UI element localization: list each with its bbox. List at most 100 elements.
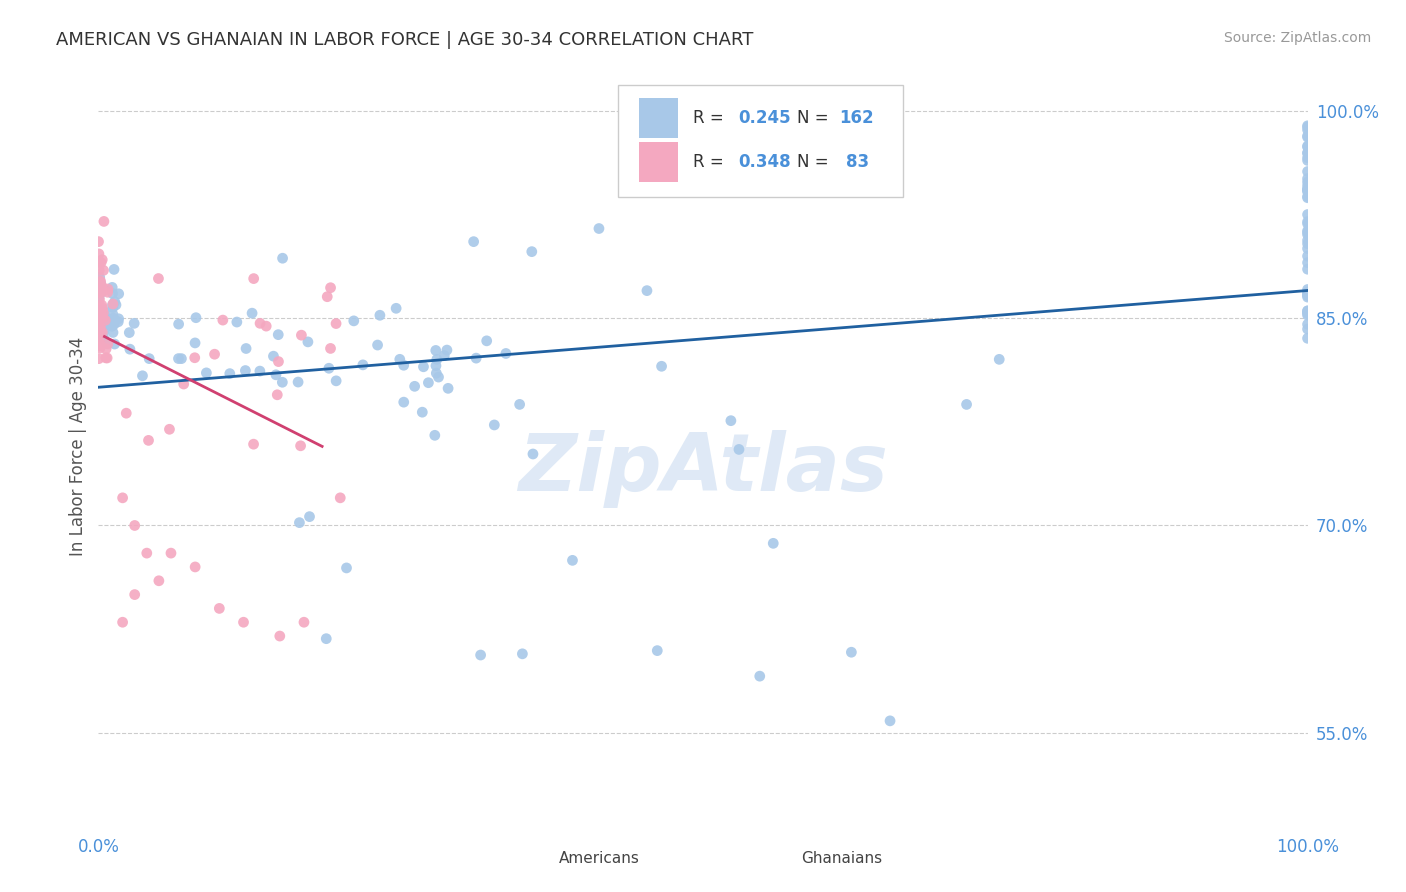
Text: 162: 162 — [839, 110, 875, 128]
Point — [1296, 189, 1319, 203]
Point — [1296, 182, 1319, 196]
Point — [269, 629, 291, 643]
Point — [89, 337, 111, 351]
Point — [89, 286, 111, 301]
Point — [433, 349, 456, 363]
Point — [392, 358, 415, 372]
Point — [1296, 318, 1319, 332]
Point — [148, 271, 170, 285]
Point — [319, 281, 342, 295]
Point — [90, 306, 112, 320]
Point — [107, 286, 129, 301]
Point — [101, 298, 124, 312]
Point — [87, 310, 110, 325]
Point — [89, 284, 111, 298]
Point — [329, 491, 352, 505]
Point — [96, 336, 118, 351]
Point — [89, 276, 111, 290]
Point — [470, 648, 492, 662]
Point — [232, 615, 254, 630]
Point — [1296, 306, 1319, 320]
Point — [522, 447, 544, 461]
Point — [122, 316, 145, 330]
Point — [87, 277, 110, 291]
Text: N =: N = — [797, 153, 834, 171]
Y-axis label: In Labor Force | Age 30-34: In Labor Force | Age 30-34 — [69, 336, 87, 556]
Point — [101, 311, 124, 326]
Point — [89, 332, 111, 346]
Point — [520, 244, 543, 259]
Point — [425, 366, 447, 380]
Point — [89, 255, 111, 269]
Point — [170, 351, 193, 366]
Point — [94, 309, 117, 323]
Point — [368, 308, 391, 322]
Point — [94, 351, 117, 365]
Point — [107, 315, 129, 329]
Point — [325, 374, 347, 388]
Point — [1296, 164, 1319, 178]
Point — [115, 406, 138, 420]
Point — [879, 714, 901, 728]
Point — [426, 352, 449, 367]
Point — [1296, 262, 1319, 277]
Point — [1296, 236, 1319, 251]
Point — [1296, 285, 1319, 299]
Point — [1296, 217, 1319, 231]
Point — [404, 379, 426, 393]
Point — [292, 615, 315, 630]
Point — [103, 262, 125, 277]
Point — [748, 669, 770, 683]
Point — [266, 388, 288, 402]
Point — [89, 339, 111, 353]
Point — [211, 313, 233, 327]
Point — [636, 284, 658, 298]
Point — [367, 338, 389, 352]
Point — [1296, 288, 1319, 302]
Point — [1296, 255, 1319, 269]
Point — [463, 235, 485, 249]
Point — [412, 359, 434, 374]
Point — [94, 342, 117, 356]
Text: ZipAtlas: ZipAtlas — [517, 430, 889, 508]
Point — [235, 342, 257, 356]
FancyBboxPatch shape — [759, 845, 792, 871]
Point — [93, 318, 115, 332]
Point — [93, 214, 115, 228]
Text: 0.348: 0.348 — [738, 153, 790, 171]
Point — [167, 351, 190, 366]
Point — [1296, 288, 1319, 302]
Point — [411, 405, 433, 419]
Point — [1296, 331, 1319, 345]
Point — [1296, 234, 1319, 248]
Point — [104, 298, 127, 312]
Point — [89, 263, 111, 277]
Point — [89, 319, 111, 334]
Point — [1296, 171, 1319, 186]
Point — [1296, 288, 1319, 302]
Point — [484, 417, 506, 432]
Point — [138, 434, 160, 448]
Point — [418, 376, 440, 390]
Point — [1296, 153, 1319, 168]
Point — [1296, 120, 1319, 135]
Point — [93, 304, 115, 318]
Point — [352, 358, 374, 372]
Point — [101, 286, 124, 301]
Point — [87, 318, 110, 332]
Point — [1296, 151, 1319, 165]
FancyBboxPatch shape — [638, 98, 678, 138]
Point — [1296, 191, 1319, 205]
Point — [762, 536, 785, 550]
Point — [135, 546, 157, 560]
Point — [1296, 146, 1319, 161]
Point — [96, 351, 118, 365]
Point — [91, 310, 114, 325]
Point — [437, 381, 460, 395]
Point — [1296, 178, 1319, 193]
Point — [1296, 123, 1319, 137]
Text: Source: ZipAtlas.com: Source: ZipAtlas.com — [1223, 31, 1371, 45]
Text: R =: R = — [693, 110, 730, 128]
Point — [104, 294, 127, 309]
Point — [1296, 304, 1319, 318]
